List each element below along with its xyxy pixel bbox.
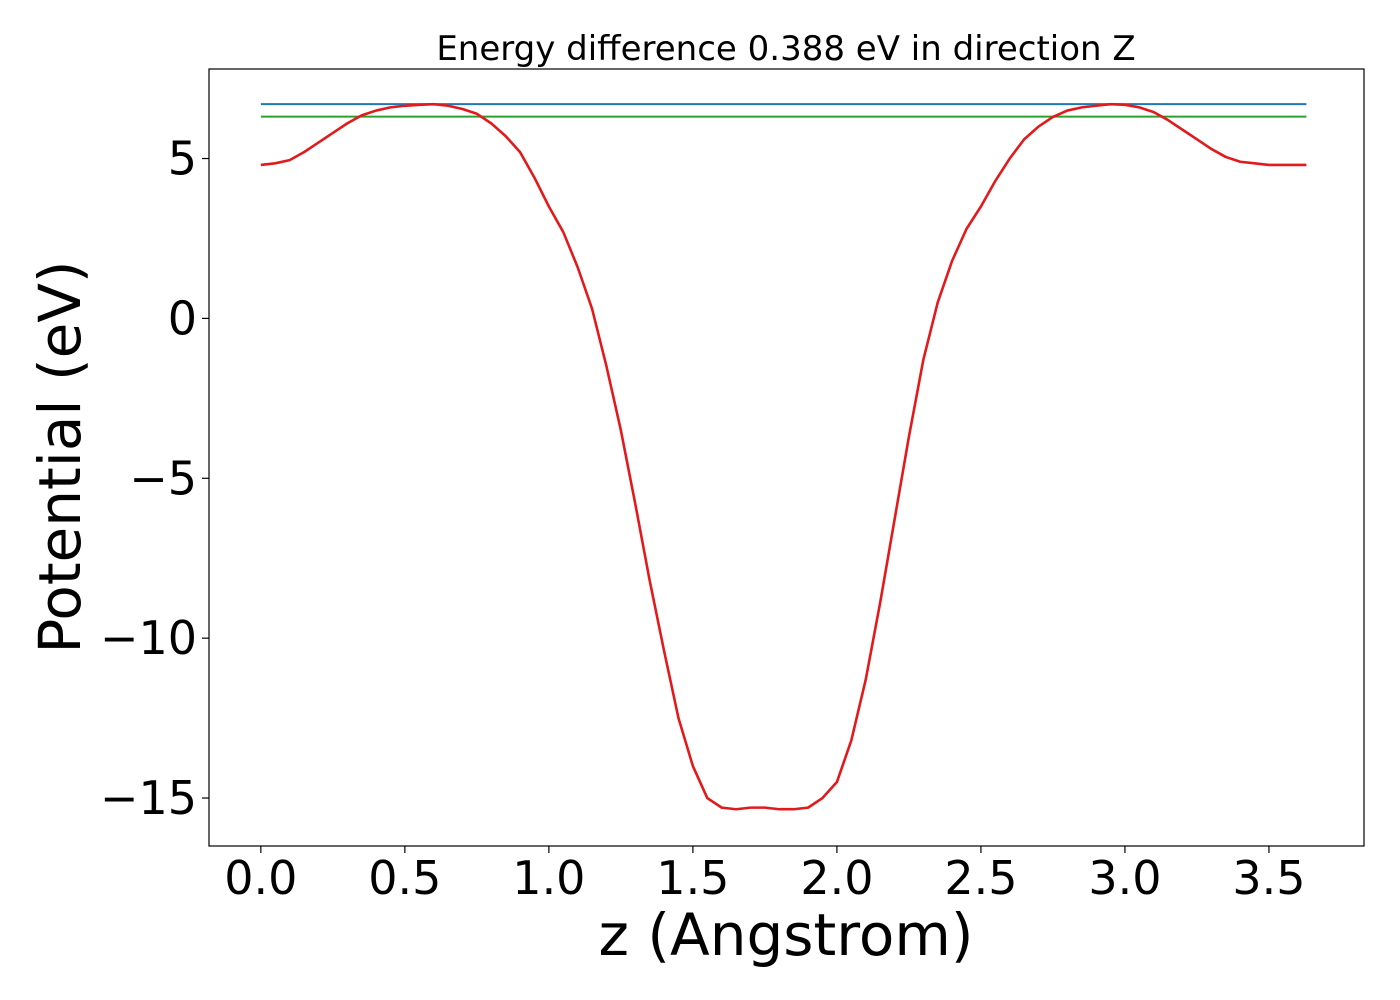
y-axis-label: Potential (eV) — [26, 260, 94, 653]
y-axis: 5 0 −5 −10 −15 — [100, 132, 209, 825]
x-tick-label: 1.5 — [656, 851, 729, 905]
y-tick-label: 5 — [168, 132, 197, 186]
x-tick-label: 2.0 — [800, 851, 873, 905]
x-axis-label: z (Angstrom) — [599, 901, 974, 969]
chart-title: Energy difference 0.388 eV in direction … — [436, 29, 1135, 69]
x-tick-label: 0.0 — [224, 851, 297, 905]
series-line-potential — [260, 102, 1307, 811]
y-tick-label: −5 — [129, 451, 197, 505]
x-tick-label: 1.0 — [512, 851, 585, 905]
y-tick-label: 0 — [168, 291, 197, 345]
plot-area — [208, 68, 1365, 847]
series-layer — [260, 102, 1307, 811]
axes-frame — [208, 68, 1365, 847]
x-tick-label: 3.5 — [1232, 851, 1305, 905]
y-tick-label: −15 — [100, 771, 197, 825]
x-tick-label: 0.5 — [368, 851, 441, 905]
x-axis: 0.0 0.5 1.0 1.5 2.0 2.5 3.0 3.5 — [224, 846, 1306, 905]
y-tick-label: −10 — [100, 611, 197, 665]
x-tick-label: 3.0 — [1088, 851, 1161, 905]
x-tick-label: 2.5 — [944, 851, 1017, 905]
